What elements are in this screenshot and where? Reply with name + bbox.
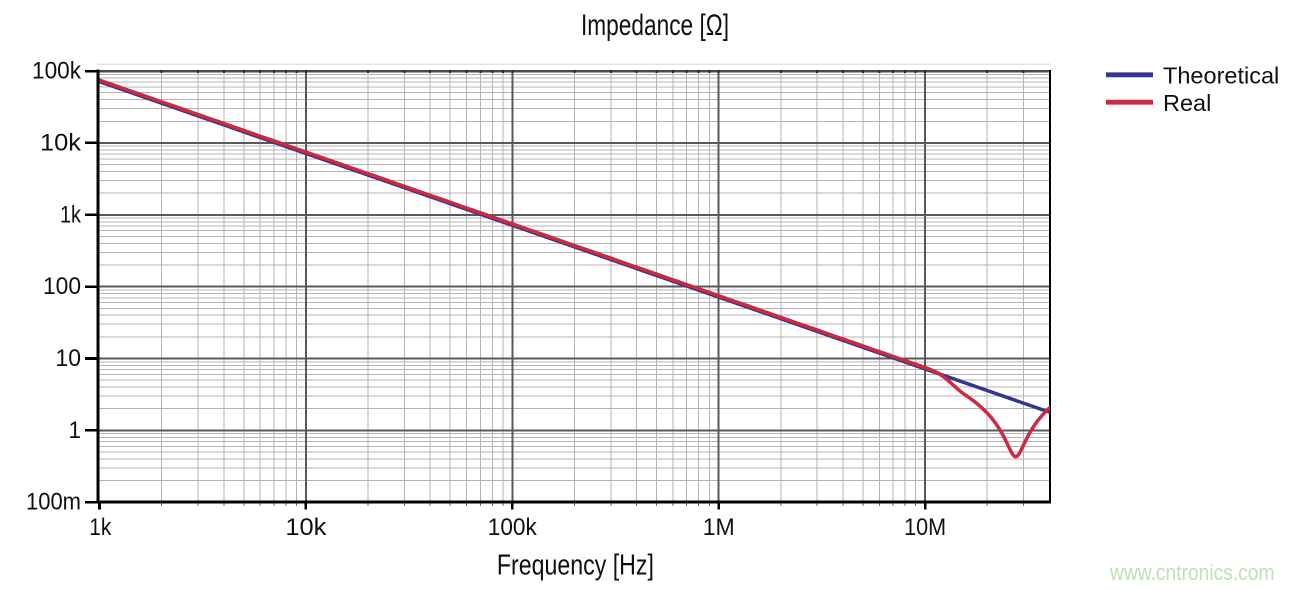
svg-text:Theoretical: Theoretical: [1163, 62, 1279, 88]
svg-text:Real: Real: [1163, 90, 1211, 116]
svg-text:1: 1: [69, 417, 82, 444]
svg-text:10k: 10k: [40, 129, 82, 156]
svg-text:www.cntronics.com: www.cntronics.com: [1109, 560, 1274, 585]
svg-text:Frequency [Hz]: Frequency [Hz]: [497, 549, 654, 581]
svg-text:100: 100: [43, 273, 81, 300]
svg-text:100m: 100m: [26, 489, 81, 516]
svg-text:Impedance [Ω]: Impedance [Ω]: [581, 9, 729, 42]
svg-text:1M: 1M: [703, 514, 735, 541]
svg-text:10: 10: [56, 345, 82, 372]
svg-text:1k: 1k: [89, 514, 112, 541]
svg-text:1k: 1k: [60, 201, 82, 228]
svg-text:10k: 10k: [285, 514, 327, 541]
svg-text:10M: 10M: [904, 514, 946, 541]
svg-text:100k: 100k: [488, 514, 538, 541]
svg-text:100k: 100k: [32, 58, 82, 85]
